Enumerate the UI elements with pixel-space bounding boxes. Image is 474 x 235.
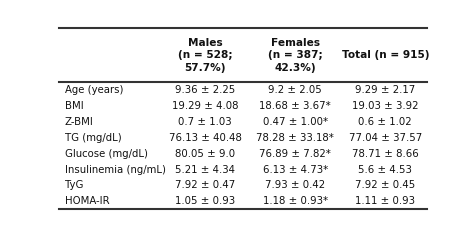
Text: 78.71 ± 8.66: 78.71 ± 8.66 — [352, 149, 419, 159]
Text: 7.93 ± 0.42: 7.93 ± 0.42 — [265, 180, 325, 190]
Text: 9.2 ± 2.05: 9.2 ± 2.05 — [268, 85, 322, 95]
Text: 19.03 ± 3.92: 19.03 ± 3.92 — [352, 101, 419, 111]
Text: 0.6 ± 1.02: 0.6 ± 1.02 — [358, 117, 412, 127]
Text: BMI: BMI — [65, 101, 83, 111]
Text: Females
(n = 387;
42.3%): Females (n = 387; 42.3%) — [268, 38, 323, 73]
Text: Z-BMI: Z-BMI — [65, 117, 94, 127]
Text: 80.05 ± 9.0: 80.05 ± 9.0 — [175, 149, 235, 159]
Text: 9.36 ± 2.25: 9.36 ± 2.25 — [175, 85, 236, 95]
Text: 0.7 ± 1.03: 0.7 ± 1.03 — [178, 117, 232, 127]
Text: HOMA-IR: HOMA-IR — [65, 196, 109, 206]
Text: TG (mg/dL): TG (mg/dL) — [65, 133, 121, 143]
Text: 9.29 ± 2.17: 9.29 ± 2.17 — [355, 85, 415, 95]
Text: Total (n = 915): Total (n = 915) — [342, 50, 429, 60]
Text: 76.89 ± 7.82*: 76.89 ± 7.82* — [259, 149, 331, 159]
Text: Age (years): Age (years) — [65, 85, 123, 95]
Text: 78.28 ± 33.18*: 78.28 ± 33.18* — [256, 133, 334, 143]
Text: 76.13 ± 40.48: 76.13 ± 40.48 — [169, 133, 242, 143]
Text: 5.6 ± 4.53: 5.6 ± 4.53 — [358, 164, 412, 175]
Text: 19.29 ± 4.08: 19.29 ± 4.08 — [172, 101, 238, 111]
Text: 77.04 ± 37.57: 77.04 ± 37.57 — [349, 133, 422, 143]
Text: 7.92 ± 0.47: 7.92 ± 0.47 — [175, 180, 236, 190]
Text: 18.68 ± 3.67*: 18.68 ± 3.67* — [259, 101, 331, 111]
Text: 0.47 ± 1.00*: 0.47 ± 1.00* — [263, 117, 328, 127]
Text: 5.21 ± 4.34: 5.21 ± 4.34 — [175, 164, 235, 175]
Text: 7.92 ± 0.45: 7.92 ± 0.45 — [355, 180, 415, 190]
Text: 1.11 ± 0.93: 1.11 ± 0.93 — [356, 196, 415, 206]
Text: TyG: TyG — [65, 180, 83, 190]
Text: Insulinemia (ng/mL): Insulinemia (ng/mL) — [65, 164, 166, 175]
Text: 1.05 ± 0.93: 1.05 ± 0.93 — [175, 196, 235, 206]
Text: Glucose (mg/dL): Glucose (mg/dL) — [65, 149, 148, 159]
Text: 1.18 ± 0.93*: 1.18 ± 0.93* — [263, 196, 328, 206]
Text: 6.13 ± 4.73*: 6.13 ± 4.73* — [263, 164, 328, 175]
Text: Males
(n = 528;
57.7%): Males (n = 528; 57.7%) — [178, 38, 233, 73]
